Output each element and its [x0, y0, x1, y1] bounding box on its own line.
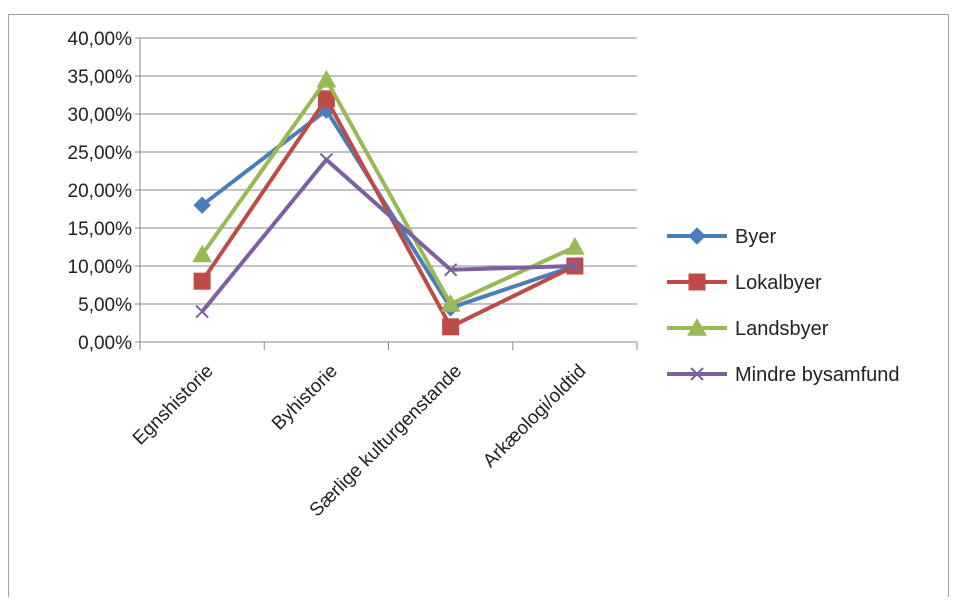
legend-entry: Byer — [667, 226, 776, 248]
data-point — [192, 244, 212, 263]
data-point — [319, 152, 334, 167]
legend-label: Lokalbyer — [735, 272, 822, 294]
marker-stroke — [195, 304, 209, 319]
data-point — [193, 272, 211, 290]
legend-entry: Landsbyer — [667, 317, 829, 340]
legend-marker — [687, 317, 707, 336]
legend-label: Byer — [735, 226, 776, 248]
data-point — [440, 293, 461, 312]
marker-stroke — [568, 259, 582, 273]
y-tick-label: 30,00% — [68, 105, 133, 126]
data-point — [195, 304, 209, 319]
series-line — [200, 157, 575, 313]
y-tick-label: 15,00% — [68, 219, 133, 240]
data-point — [317, 90, 335, 108]
data-point — [443, 263, 458, 277]
legend-entry: Lokalbyer — [667, 272, 822, 294]
legend-label: Landsbyer — [735, 318, 829, 340]
chart-border — [8, 14, 949, 602]
marker-stroke — [319, 152, 334, 167]
legend-label: Mindre bysamfund — [735, 364, 900, 386]
legend-marker — [688, 227, 706, 245]
series-lines — [192, 69, 585, 336]
series-line — [200, 77, 576, 306]
y-tick-label: 5,00% — [78, 295, 132, 316]
legend-marker — [688, 273, 706, 291]
y-tick-label: 10,00% — [68, 257, 133, 278]
y-tick-label: 35,00% — [68, 67, 133, 88]
data-point — [193, 196, 211, 214]
y-tick-label: 25,00% — [68, 143, 133, 164]
marker-stroke — [443, 263, 458, 277]
y-tick-label: 40,00% — [68, 29, 133, 50]
data-point — [316, 69, 337, 88]
legend-marker — [690, 367, 704, 381]
legend-entry: Mindre bysamfund — [667, 364, 900, 386]
y-tick-label: 20,00% — [68, 181, 133, 202]
data-point — [565, 236, 585, 255]
data-point — [442, 318, 460, 336]
y-tick-label: 0,00% — [78, 333, 132, 354]
data-point — [568, 259, 582, 273]
legend: Byer Lokalbyer Landsbyer Mindre bysamfund — [667, 226, 900, 386]
marker-stroke — [690, 367, 704, 381]
